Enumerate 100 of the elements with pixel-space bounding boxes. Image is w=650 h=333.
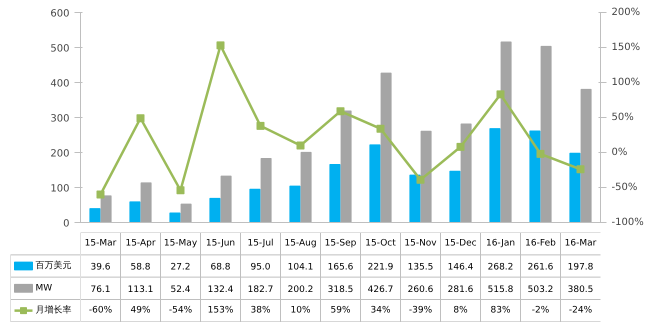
point	[416, 176, 424, 184]
bar	[249, 188, 260, 222]
bar	[449, 170, 460, 222]
data-label: 59%	[330, 306, 351, 316]
bar	[220, 176, 232, 222]
x-tick-label: 15-Mar	[84, 238, 117, 249]
data-label: 380.5	[568, 284, 594, 295]
data-label: 39.6	[90, 262, 111, 272]
data-label: 68.8	[210, 262, 231, 272]
bar	[140, 182, 152, 222]
data-label: 165.6	[328, 262, 354, 272]
bar	[100, 195, 112, 222]
bar	[180, 204, 192, 222]
bar	[489, 128, 500, 222]
y2-tick-label: 0%	[612, 147, 628, 158]
data-label: 221.9	[368, 262, 394, 272]
legend-label: MW	[36, 283, 52, 294]
bar	[129, 201, 140, 222]
y2-tick-label: -100%	[612, 217, 644, 228]
bar	[340, 110, 352, 222]
bar	[420, 130, 432, 222]
bar	[380, 72, 392, 222]
data-label: 76.1	[90, 284, 111, 295]
bar	[369, 144, 380, 222]
data-label: 27.2	[170, 262, 191, 272]
data-label: 197.8	[568, 262, 594, 272]
data-label: 318.5	[328, 284, 354, 295]
bar	[529, 130, 540, 222]
y2-tick-label: 150%	[612, 42, 640, 53]
data-label: -2%	[532, 306, 550, 316]
bar	[580, 88, 592, 222]
y-tick-label: 400	[50, 78, 70, 90]
x-tick-label: 16-Mar	[564, 238, 597, 249]
data-label: 503.2	[528, 284, 554, 295]
y-tick-label: 100	[50, 184, 70, 194]
x-tick-label: 15-Oct	[365, 238, 396, 249]
x-tick-label: 16-Jan	[486, 238, 516, 249]
bar	[409, 174, 420, 222]
point	[216, 41, 224, 50]
data-label: 104.1	[288, 262, 314, 272]
data-label: 515.8	[488, 284, 514, 295]
data-label: 153%	[208, 306, 234, 316]
data-label: 95.0	[250, 262, 271, 272]
data-label: 52.4	[170, 284, 191, 295]
data-label: 268.2	[488, 262, 514, 272]
point	[176, 186, 184, 194]
data-label: 10%	[290, 306, 311, 316]
point	[256, 122, 264, 130]
bar	[460, 123, 472, 222]
y-tick-label: 0	[63, 218, 70, 230]
x-tick-label: 15-Dec	[444, 238, 477, 249]
point	[96, 190, 104, 198]
x-tick-label: 15-May	[164, 238, 198, 249]
data-label: 49%	[130, 306, 151, 316]
y2-tick-label: 50%	[612, 112, 634, 123]
data-label: -39%	[408, 306, 433, 316]
data-label: -60%	[88, 306, 113, 316]
x-tick-label: 15-Jul	[247, 238, 274, 249]
data-label: 135.5	[408, 262, 434, 272]
point	[576, 165, 584, 174]
bar	[209, 198, 220, 222]
data-label: 8%	[453, 306, 468, 316]
bar	[89, 208, 100, 222]
y2-tick-label: -50%	[612, 182, 638, 193]
x-tick-label: 15-Apr	[125, 238, 156, 249]
data-label: 182.7	[248, 284, 274, 295]
data-label: -24%	[568, 306, 593, 316]
bar	[300, 152, 312, 222]
point	[296, 142, 304, 150]
point	[376, 124, 384, 133]
bar	[540, 46, 552, 222]
y-tick-label: 300	[50, 114, 70, 124]
point	[536, 150, 544, 158]
x-tick-label: 15-Sep	[324, 238, 357, 249]
data-label: 426.7	[368, 284, 394, 295]
bar	[289, 186, 300, 222]
bar	[169, 212, 180, 222]
bar	[329, 164, 340, 222]
y-tick-label: 600	[50, 8, 70, 20]
data-label: 261.6	[528, 262, 554, 272]
bar	[500, 41, 512, 222]
data-label: 83%	[490, 306, 511, 316]
legend-label: 百万美元	[36, 260, 72, 271]
data-label: 281.6	[448, 284, 474, 295]
point	[336, 107, 344, 116]
x-tick-label: 15-Jun	[206, 238, 236, 249]
data-label: 200.2	[288, 284, 314, 295]
x-tick-label: 15-Aug	[284, 238, 317, 249]
point	[136, 114, 144, 122]
y2-tick-label: 200%	[612, 7, 640, 18]
x-tick-label: 15-Nov	[404, 238, 438, 249]
data-label: 132.4	[208, 284, 234, 295]
data-label: 260.6	[408, 284, 434, 295]
y-tick-label: 200	[50, 148, 70, 160]
data-label: 38%	[250, 306, 271, 316]
data-label: 113.1	[128, 284, 154, 295]
legend-label: 月增长率	[36, 304, 72, 316]
data-label: 34%	[370, 306, 391, 316]
y2-tick-label: 100%	[612, 77, 640, 88]
y-tick-label: 500	[50, 44, 70, 54]
